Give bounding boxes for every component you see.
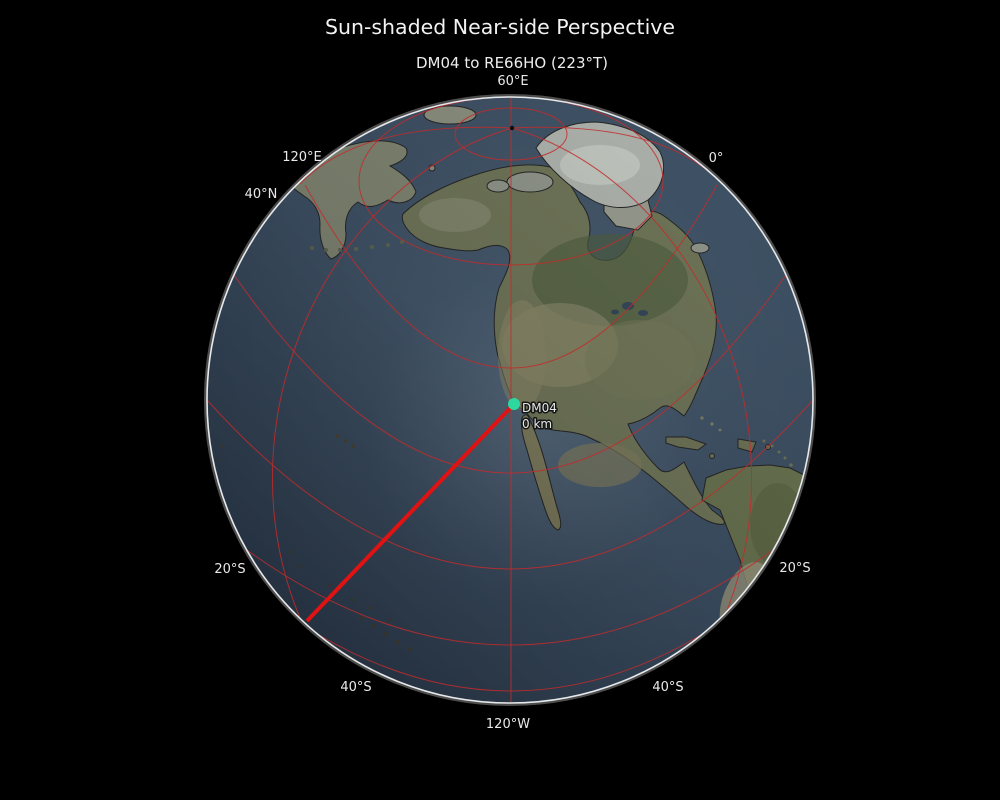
graticule-meridian-120e <box>299 126 513 185</box>
figure-subtitle: DM04 to RE66HO (223°T) <box>416 54 608 72</box>
graticule <box>207 97 813 703</box>
graticule-label-20s-left: 20°S <box>214 562 245 577</box>
limb-glow <box>204 94 816 706</box>
graticule-label-120w: 120°W <box>486 717 530 732</box>
graticule-label-40s-left: 40°S <box>340 680 371 695</box>
graticule-label-0: 0° <box>709 151 724 166</box>
graticule-label-20s-right: 20°S <box>779 561 810 576</box>
limb-ring <box>206 96 814 704</box>
origin-marker-label: DM04 <box>522 401 557 415</box>
origin-distance-label: 0 km <box>522 417 552 431</box>
graticule-label-60e: 60°E <box>497 74 528 89</box>
graticule-parallel-equator <box>207 399 813 570</box>
graticule-labels: 60°E 120°E 0° 40°N 20°S 20°S 40°S 40°S 1… <box>214 74 810 732</box>
figure-title: Sun-shaded Near-side Perspective <box>325 15 675 39</box>
graticule-meridian-60w <box>511 127 753 619</box>
graticule-label-120e: 120°E <box>282 150 322 165</box>
route-line <box>305 402 516 623</box>
north-pole-dot <box>509 125 515 131</box>
graticule-label-40s-right: 40°S <box>652 680 683 695</box>
graticule-parallel-40s <box>318 634 702 692</box>
graticule-meridian-180 <box>271 127 513 619</box>
graticule-parallel-20n <box>233 274 787 474</box>
origin-marker-dot <box>508 398 520 410</box>
graticule-label-40n: 40°N <box>245 187 278 202</box>
